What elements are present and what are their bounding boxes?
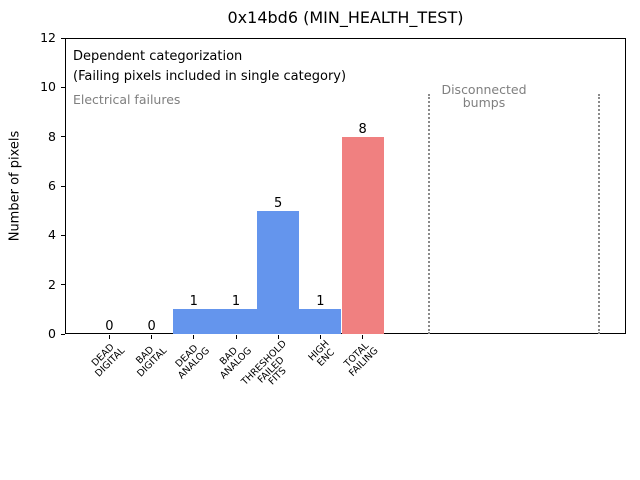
y-tick-mark xyxy=(61,86,65,88)
y-tick-mark xyxy=(61,136,65,138)
x-tick-label: BAD DIGITAL xyxy=(134,344,170,380)
chart-title: 0x14bd6 (MIN_HEALTH_TEST) xyxy=(227,8,464,27)
y-tick-label: 12 xyxy=(40,30,56,45)
bar xyxy=(214,309,258,334)
y-tick-label: 6 xyxy=(48,178,56,193)
bar xyxy=(172,309,215,334)
annotation-dependent-categorization: Dependent categorization (Failing pixels… xyxy=(73,49,347,84)
y-tick-mark xyxy=(61,185,65,187)
bar xyxy=(341,136,384,334)
y-tick-label: 2 xyxy=(48,276,56,292)
x-tick-mark xyxy=(277,335,279,339)
x-tick-mark xyxy=(108,335,110,339)
dotted-separator-left xyxy=(428,94,430,334)
dotted-separator-right xyxy=(598,94,600,334)
bar-value-label: 0 xyxy=(147,319,156,334)
x-tick-label: DEAD ANALOG xyxy=(173,342,212,382)
y-tick-mark xyxy=(61,333,65,335)
y-tick-label: 4 xyxy=(48,227,56,243)
x-tick-mark xyxy=(362,335,364,339)
bar-value-label: 8 xyxy=(358,121,367,137)
bar xyxy=(257,210,300,334)
bar-value-label: 1 xyxy=(189,294,198,310)
y-tick-mark xyxy=(61,37,65,39)
bar xyxy=(299,309,342,334)
y-axis-label: Number of pixels xyxy=(7,130,23,242)
y-tick-label: 0 xyxy=(48,326,56,341)
x-tick-mark xyxy=(235,335,237,339)
x-tick-mark xyxy=(319,335,321,339)
bar-value-label: 1 xyxy=(316,294,325,310)
y-tick-label: 10 xyxy=(40,79,56,95)
annotation-electrical-failures: Electrical failures xyxy=(73,92,181,107)
x-tick-label: DEAD DIGITAL xyxy=(89,341,128,380)
y-tick-mark xyxy=(61,284,65,286)
x-tick-label: HIGH ENC xyxy=(306,338,337,369)
x-tick-mark xyxy=(151,335,153,339)
bar-value-label: 5 xyxy=(274,195,283,211)
y-tick-label: 8 xyxy=(48,128,56,144)
bar-value-label: 0 xyxy=(105,319,114,334)
annotation-disconnected-bumps: Disconnected bumps xyxy=(441,82,527,110)
y-tick-mark xyxy=(61,234,65,236)
x-tick-mark xyxy=(193,335,195,339)
bar-value-label: 1 xyxy=(231,294,241,310)
x-tick-label: TOTAL FAILING xyxy=(342,340,381,379)
